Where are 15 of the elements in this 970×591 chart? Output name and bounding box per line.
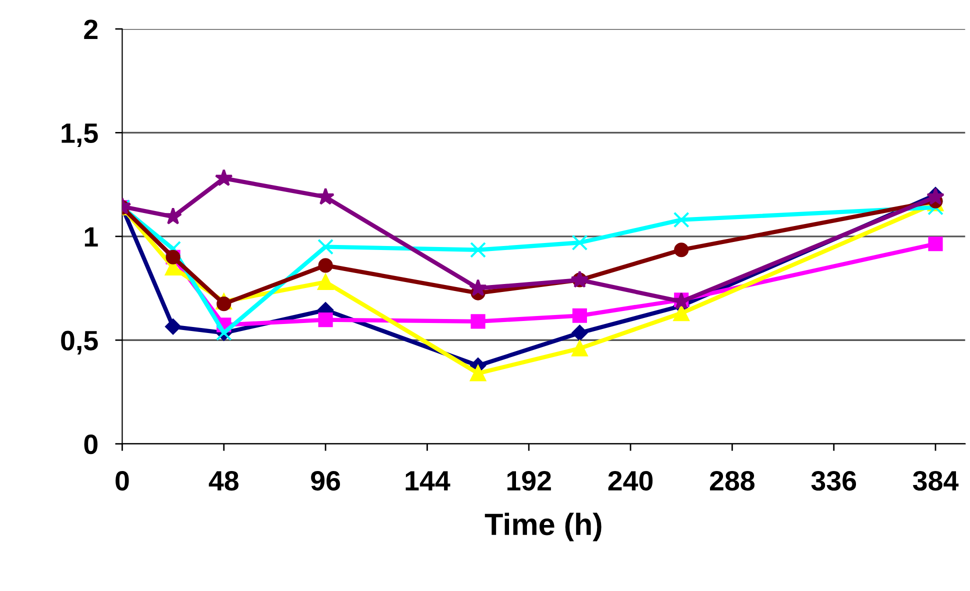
x-tick-label: 192	[507, 470, 551, 491]
y-tick-label: 1,5	[62, 124, 98, 148]
y-tick-label: 1	[84, 227, 98, 246]
y-tick-label: 2	[84, 20, 98, 40]
x-axis-title: Time (h)	[484, 512, 602, 542]
x-tick-label: 96	[311, 470, 340, 491]
x-tick-label: 384	[912, 470, 959, 491]
x-tick-label: 288	[710, 470, 755, 491]
y-tick-label: 0	[84, 434, 98, 454]
x-tick-label: 0	[116, 470, 129, 491]
x-tick-label: 144	[406, 471, 450, 490]
y-tick-label: 0,5	[61, 330, 98, 354]
x-tick-label: 48	[208, 470, 238, 491]
x-tick-label: 240	[608, 470, 653, 491]
x-tick-label: 336	[811, 470, 856, 491]
